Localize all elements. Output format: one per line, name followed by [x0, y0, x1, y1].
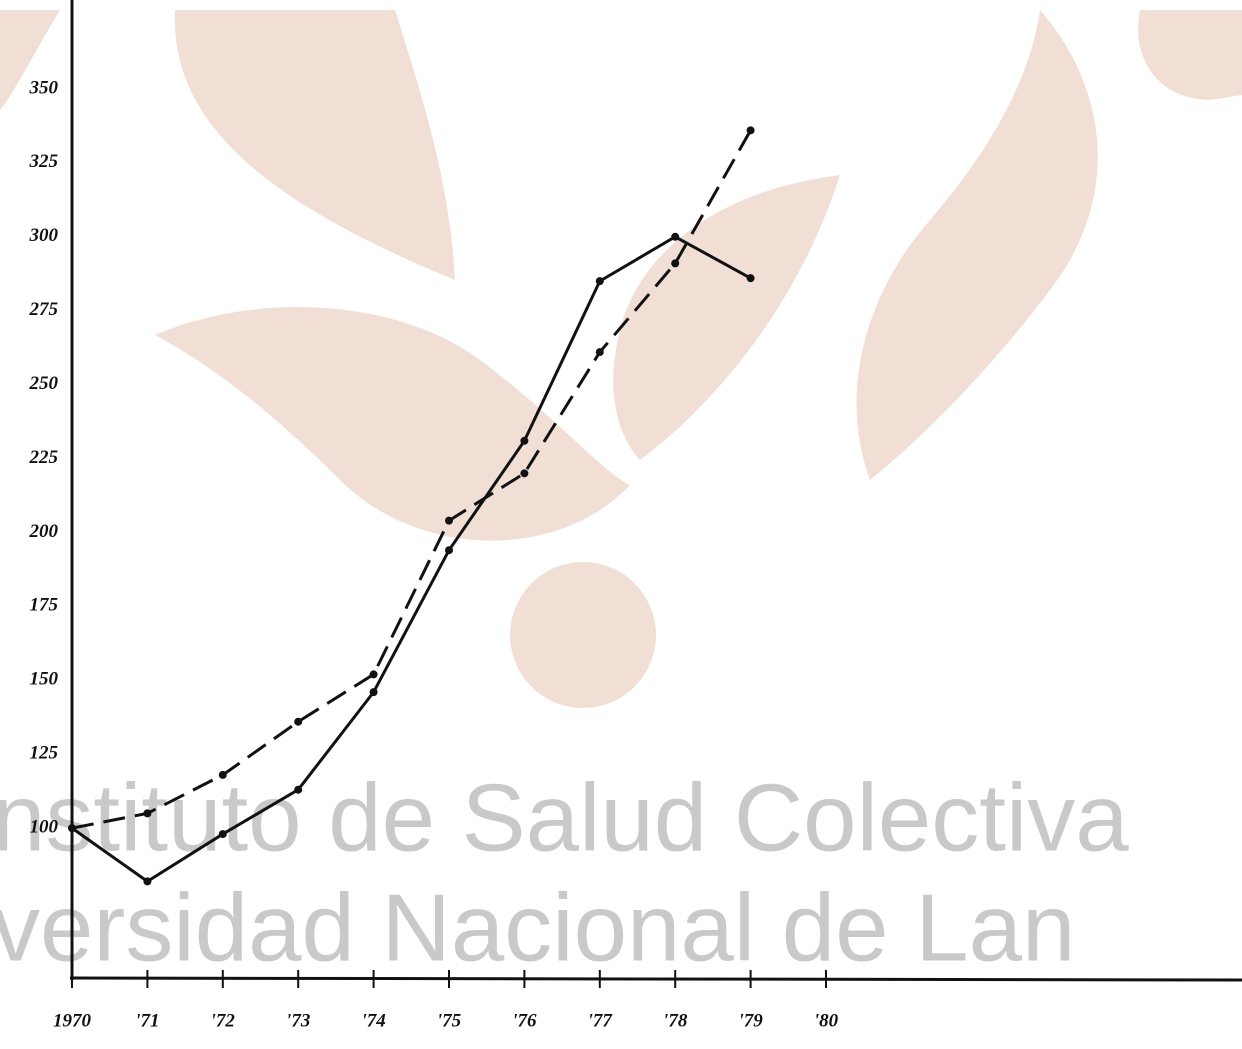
data-point [445, 517, 453, 525]
logo-leaf [175, 10, 455, 280]
y-tick-label: 250 [29, 373, 59, 394]
data-point [143, 809, 151, 817]
data-point [68, 824, 76, 832]
data-point [445, 546, 453, 554]
data-point [219, 771, 227, 779]
data-point [143, 877, 151, 885]
y-tick-label: 150 [30, 669, 59, 690]
logo-leaf [1138, 10, 1242, 100]
data-point [747, 126, 755, 134]
x-axis [70, 978, 1242, 980]
y-tick-label: 175 [30, 595, 59, 616]
data-point [520, 437, 528, 445]
chart: nstituto de Salud Colectiva versidad Nac… [0, 0, 1242, 1049]
x-tick-label: '80 [814, 1010, 839, 1031]
x-tick-label: '71 [135, 1010, 159, 1031]
data-point [671, 233, 679, 241]
y-tick-label: 275 [29, 299, 59, 320]
logo-leaf [613, 175, 840, 460]
y-tick-label: 200 [29, 521, 59, 542]
data-point [370, 670, 378, 678]
data-point [747, 274, 755, 282]
logo-background [0, 10, 1242, 708]
y-tick-label: 325 [29, 151, 59, 172]
x-tick-label: '72 [211, 1010, 236, 1031]
logo-leaf [857, 10, 1098, 480]
data-point [370, 688, 378, 696]
y-tick-label: 225 [29, 447, 59, 468]
data-point [294, 786, 302, 794]
x-tick-label: '77 [588, 1010, 614, 1031]
data-point [219, 830, 227, 838]
logo-dot [510, 562, 656, 708]
watermark-line: versidad Nacional de Lan [0, 874, 1075, 981]
logo-leaf [155, 307, 630, 541]
y-tick-label: 100 [30, 817, 59, 838]
y-tick-label: 125 [30, 743, 59, 764]
data-point [294, 718, 302, 726]
x-tick-label: '78 [663, 1010, 688, 1031]
x-tick-label: '74 [361, 1010, 385, 1031]
y-tick-label: 300 [29, 225, 59, 246]
y-tick-label: 350 [29, 77, 59, 98]
data-point [596, 277, 604, 285]
page: {"chart_data": {"type": "line", "categor… [0, 0, 1242, 1049]
x-tick-label: '75 [437, 1010, 462, 1031]
x-tick-label: '79 [738, 1010, 763, 1031]
data-point [596, 348, 604, 356]
x-tick-label: 1970 [53, 1010, 92, 1031]
watermark-line: nstituto de Salud Colectiva [0, 764, 1129, 871]
x-tick-label: '76 [512, 1010, 537, 1031]
data-point [671, 259, 679, 267]
data-point [520, 469, 528, 477]
x-tick-label: '73 [286, 1010, 310, 1031]
